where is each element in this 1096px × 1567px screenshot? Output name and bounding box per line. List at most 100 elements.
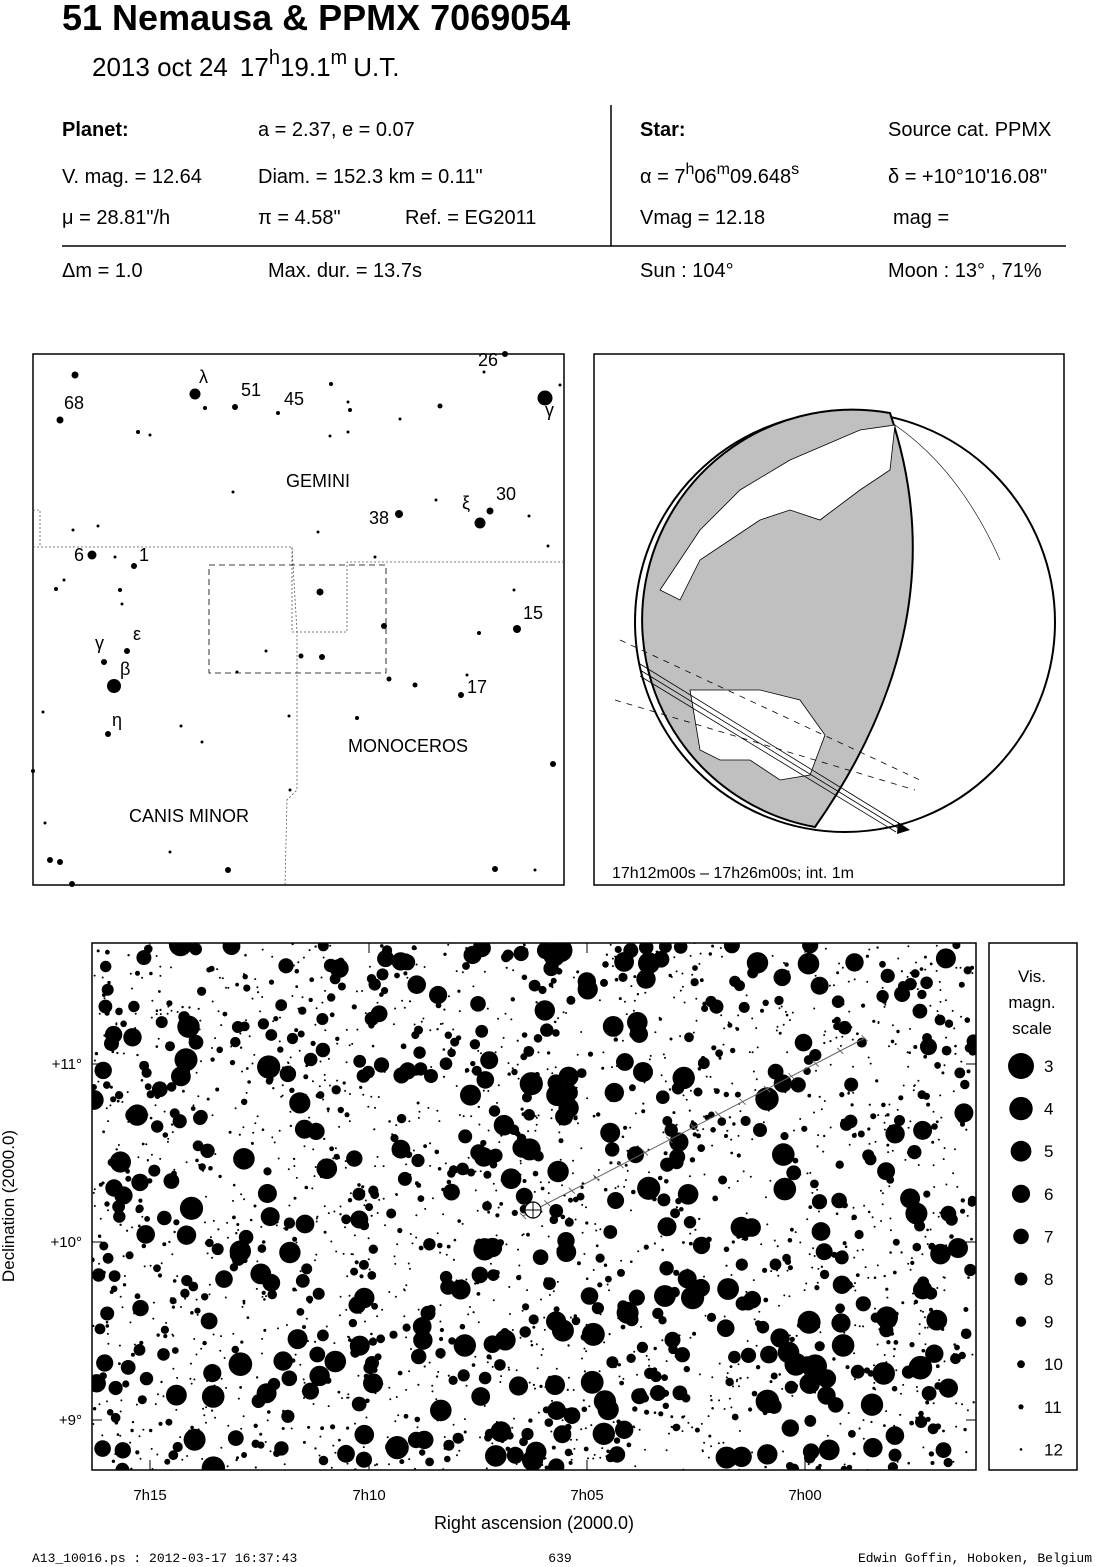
field-star bbox=[844, 1245, 848, 1248]
field-star bbox=[723, 1315, 726, 1318]
field-star bbox=[779, 1186, 782, 1189]
field-star bbox=[149, 1428, 153, 1433]
planet-heading: Planet: bbox=[62, 119, 129, 141]
field-star bbox=[363, 1190, 366, 1193]
field-star bbox=[262, 1273, 281, 1292]
field-star bbox=[224, 1296, 227, 1299]
finder-star bbox=[458, 692, 464, 698]
field-star bbox=[838, 1000, 841, 1002]
field-star bbox=[322, 1045, 326, 1049]
field-star bbox=[442, 1048, 446, 1051]
field-star bbox=[317, 943, 329, 952]
field-star bbox=[853, 1370, 856, 1373]
field-star bbox=[556, 1242, 577, 1262]
field-star bbox=[101, 976, 104, 979]
field-star bbox=[273, 1016, 279, 1022]
field-star bbox=[329, 944, 332, 947]
field-star bbox=[823, 1134, 826, 1138]
field-star bbox=[430, 1399, 452, 1422]
finder-star bbox=[96, 524, 100, 528]
field-star bbox=[277, 1046, 284, 1053]
field-star bbox=[123, 1028, 142, 1047]
field-star bbox=[190, 1362, 192, 1365]
field-star bbox=[491, 1442, 494, 1445]
asia bbox=[659, 424, 896, 601]
field-star bbox=[508, 1286, 511, 1288]
field-star bbox=[629, 1029, 632, 1032]
legend-dot bbox=[1017, 1360, 1025, 1369]
field-star bbox=[659, 1261, 674, 1276]
field-star bbox=[245, 1091, 248, 1094]
field-star bbox=[121, 1306, 124, 1309]
field-star bbox=[818, 1463, 822, 1468]
field-star bbox=[201, 1169, 205, 1172]
field-star bbox=[515, 1187, 533, 1205]
field-star bbox=[672, 1423, 680, 1432]
field-star bbox=[565, 1012, 568, 1014]
field-star bbox=[692, 1331, 697, 1336]
field-star bbox=[875, 1376, 879, 1381]
field-star bbox=[217, 1010, 220, 1013]
field-star bbox=[568, 1197, 573, 1203]
field-star bbox=[785, 1013, 789, 1017]
field-star bbox=[395, 1124, 398, 1127]
field-star bbox=[719, 947, 722, 949]
field-star bbox=[730, 1047, 736, 1054]
field-star bbox=[459, 1279, 464, 1283]
field-star bbox=[511, 1209, 518, 1216]
field-star bbox=[811, 1052, 814, 1055]
field-star bbox=[201, 1293, 209, 1301]
field-star bbox=[796, 1168, 799, 1171]
field-star bbox=[626, 1169, 629, 1172]
field-star bbox=[552, 1029, 560, 1037]
field-star bbox=[116, 1051, 119, 1055]
field-star bbox=[876, 1343, 879, 1346]
field-star bbox=[139, 1371, 154, 1386]
field-star bbox=[103, 997, 106, 1000]
field-star bbox=[763, 1297, 769, 1303]
field-star bbox=[867, 1056, 870, 1059]
field-star bbox=[839, 1118, 853, 1131]
field-star bbox=[263, 1167, 272, 1176]
field-star bbox=[666, 1164, 669, 1167]
field-star bbox=[126, 1104, 148, 1126]
star-field bbox=[92, 943, 976, 1470]
field-star bbox=[633, 1426, 636, 1429]
field-star bbox=[840, 1465, 848, 1470]
field-star bbox=[546, 1051, 551, 1055]
field-star bbox=[839, 1422, 842, 1425]
field-star bbox=[786, 1360, 789, 1363]
finder-star bbox=[101, 659, 107, 665]
field-star bbox=[580, 1287, 599, 1305]
field-star bbox=[745, 994, 748, 997]
finder-star bbox=[550, 761, 556, 767]
field-star bbox=[160, 1325, 169, 1334]
field-star bbox=[616, 1053, 634, 1071]
field-star bbox=[751, 1138, 754, 1141]
field-star bbox=[354, 1287, 375, 1309]
field-star bbox=[943, 1147, 946, 1150]
field-star bbox=[907, 1145, 922, 1160]
field-star bbox=[559, 1158, 562, 1161]
field-star bbox=[611, 1130, 614, 1133]
field-star bbox=[460, 1084, 481, 1106]
field-star bbox=[126, 1091, 129, 1094]
field-star bbox=[956, 1185, 959, 1188]
field-star bbox=[418, 1245, 424, 1251]
field-star bbox=[170, 1009, 173, 1012]
field-star bbox=[238, 1133, 241, 1136]
field-star bbox=[158, 990, 161, 993]
field-star bbox=[281, 1094, 284, 1097]
field-star bbox=[93, 1188, 96, 1191]
field-star bbox=[288, 1204, 291, 1207]
field-star bbox=[472, 943, 491, 958]
field-star bbox=[257, 1244, 267, 1253]
field-star bbox=[623, 1000, 626, 1003]
finder-star bbox=[546, 544, 550, 548]
field-star bbox=[235, 1232, 238, 1235]
field-star bbox=[256, 986, 259, 989]
field-star bbox=[507, 1366, 510, 1369]
field-star bbox=[603, 1187, 608, 1192]
field-star bbox=[315, 1253, 318, 1256]
